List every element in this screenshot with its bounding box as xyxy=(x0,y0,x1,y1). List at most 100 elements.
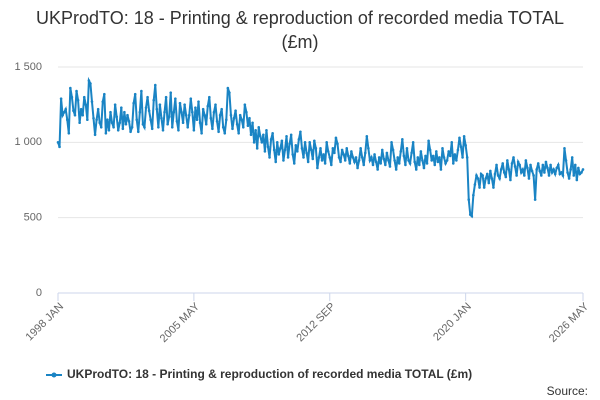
x-tick-label: 2026 MAY xyxy=(547,300,592,345)
point xyxy=(234,109,237,112)
point xyxy=(413,160,416,164)
point xyxy=(533,198,537,201)
point xyxy=(135,118,139,122)
point xyxy=(64,107,68,111)
x-tick-label: 2020 JAN xyxy=(431,301,474,344)
point xyxy=(416,156,420,159)
point xyxy=(345,147,349,150)
point xyxy=(59,97,63,100)
point xyxy=(379,162,383,165)
point xyxy=(163,110,166,114)
point xyxy=(169,91,173,94)
point xyxy=(103,92,106,96)
point xyxy=(95,118,98,122)
point xyxy=(257,125,261,129)
point xyxy=(143,125,146,129)
point xyxy=(387,159,390,162)
point xyxy=(501,162,505,165)
point xyxy=(275,141,279,144)
point xyxy=(288,142,291,146)
point xyxy=(123,110,126,114)
point xyxy=(419,150,423,153)
y-tick-label: 500 xyxy=(24,212,42,224)
point xyxy=(484,177,488,180)
point xyxy=(311,157,315,161)
point xyxy=(291,153,295,156)
point xyxy=(487,181,491,185)
point xyxy=(331,147,335,150)
point xyxy=(376,168,379,171)
point xyxy=(404,163,407,167)
source: Source: xyxy=(547,384,588,398)
point xyxy=(285,135,288,138)
point xyxy=(195,118,199,122)
point xyxy=(418,163,421,167)
point xyxy=(430,159,433,162)
point xyxy=(504,175,508,179)
point xyxy=(346,154,350,158)
point xyxy=(368,159,372,162)
point xyxy=(431,154,435,158)
point xyxy=(92,116,95,120)
point xyxy=(229,113,233,117)
point xyxy=(330,163,333,167)
point xyxy=(112,125,115,129)
point xyxy=(367,147,370,150)
point xyxy=(183,103,186,106)
point xyxy=(220,107,223,111)
y-tick-label: 0 xyxy=(36,287,42,299)
point xyxy=(570,156,574,159)
point xyxy=(116,128,120,132)
point xyxy=(339,160,342,164)
point xyxy=(428,148,432,152)
point xyxy=(260,141,264,144)
point xyxy=(493,172,497,176)
point xyxy=(526,166,529,170)
point xyxy=(181,121,185,125)
point xyxy=(425,162,429,165)
point xyxy=(323,162,327,165)
point xyxy=(56,141,60,144)
point xyxy=(200,131,203,135)
point xyxy=(393,159,396,162)
point xyxy=(286,156,290,159)
point xyxy=(561,174,565,177)
point xyxy=(515,174,518,177)
point xyxy=(567,177,571,180)
point xyxy=(175,119,179,123)
point xyxy=(336,142,339,146)
point xyxy=(161,128,165,132)
point xyxy=(149,118,152,122)
point xyxy=(357,159,361,162)
point xyxy=(506,159,509,162)
point xyxy=(251,121,254,125)
point xyxy=(87,79,91,82)
point xyxy=(160,116,163,120)
point xyxy=(184,113,188,117)
point xyxy=(499,168,503,171)
point xyxy=(79,107,83,111)
point xyxy=(144,106,148,109)
point xyxy=(115,115,118,119)
point xyxy=(467,198,471,201)
point xyxy=(402,154,406,158)
point xyxy=(373,153,376,156)
point xyxy=(241,125,245,129)
point xyxy=(340,148,344,152)
point xyxy=(217,130,220,134)
point xyxy=(459,145,463,149)
point xyxy=(421,159,424,162)
point xyxy=(228,91,231,94)
point xyxy=(461,156,464,159)
point xyxy=(194,106,197,109)
point xyxy=(436,160,440,164)
point xyxy=(529,163,532,167)
point xyxy=(342,153,345,156)
point xyxy=(556,163,560,167)
point xyxy=(263,150,267,153)
point xyxy=(72,109,75,112)
point xyxy=(124,122,128,126)
point xyxy=(129,130,132,134)
point xyxy=(178,101,182,105)
